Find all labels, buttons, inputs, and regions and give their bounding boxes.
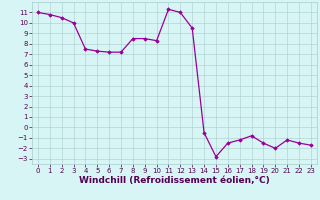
X-axis label: Windchill (Refroidissement éolien,°C): Windchill (Refroidissement éolien,°C) — [79, 176, 270, 185]
